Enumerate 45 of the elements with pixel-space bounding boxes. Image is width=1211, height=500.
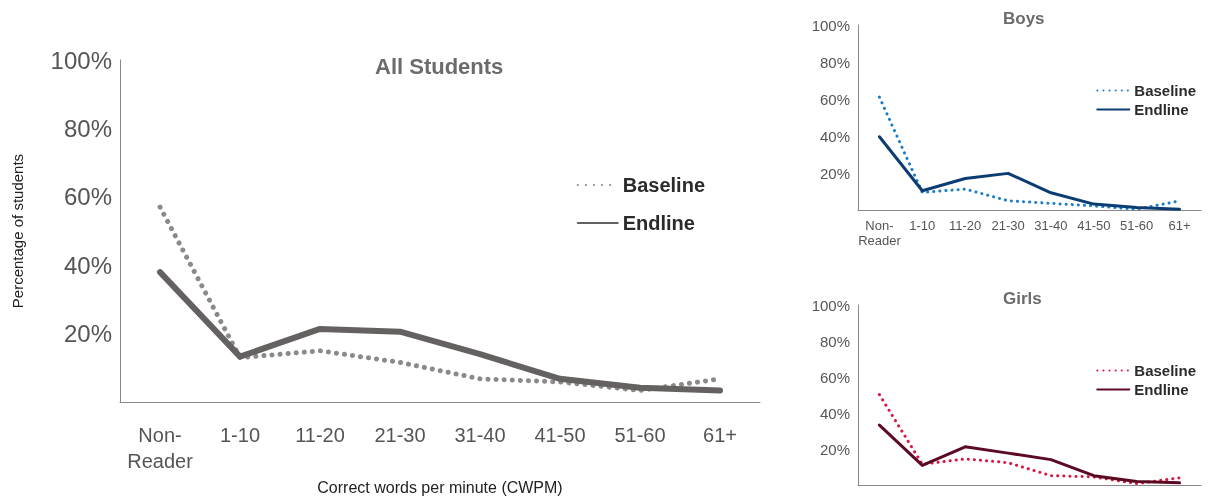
x-tick-label: 1-10 — [219, 424, 261, 447]
y-tick-label: 60% — [819, 90, 850, 108]
x-tick-label: 31-40 — [1034, 218, 1068, 233]
x-tick-label: 21-30 — [991, 218, 1025, 233]
y-tick-label: 60% — [63, 183, 112, 211]
y-tick-label: 100% — [50, 46, 112, 74]
x-tick-label: Non- Reader — [858, 218, 902, 248]
x-tick-label: 51-60 — [1120, 218, 1154, 233]
legend-label: Endline — [1134, 381, 1189, 398]
y-tick-label: 100% — [811, 16, 850, 34]
chart-title: Girls — [1003, 289, 1042, 308]
x-tick-label: 11-20 — [295, 424, 345, 447]
y-tick-label: 40% — [819, 404, 850, 422]
y-tick-label: 20% — [63, 320, 112, 348]
chart-title: All Students — [375, 53, 504, 79]
y-tick-label: 60% — [819, 368, 850, 386]
legend-label: Baseline — [1134, 362, 1196, 379]
x-tick-label: 61+ — [703, 424, 737, 447]
legend-label: Baseline — [1134, 82, 1196, 99]
x-tick-label: 41-50 — [1077, 218, 1111, 233]
line-series — [877, 393, 1182, 486]
y-tick-label: 20% — [819, 440, 850, 458]
chart-title: Boys — [1003, 9, 1045, 28]
x-tick-label: 21-30 — [374, 424, 426, 447]
x-tick-label: 11-20 — [949, 218, 982, 233]
y-tick-label: 80% — [819, 332, 850, 350]
legend-label: Endline — [622, 212, 695, 234]
x-tick-label: 61+ — [1168, 218, 1191, 233]
y-tick-label: 100% — [811, 296, 850, 314]
line-series — [877, 423, 1182, 485]
y-tick-label: 20% — [819, 164, 850, 182]
x-tick-label: 41-50 — [534, 424, 586, 447]
y-tick-label: 40% — [819, 127, 850, 145]
y-tick-label: 40% — [63, 251, 112, 279]
x-tick-label: 31-40 — [454, 424, 506, 447]
line-series — [877, 135, 1182, 211]
x-axis-title: Correct words per minute (CWPM) — [317, 478, 563, 496]
y-tick-label: 80% — [819, 53, 850, 71]
y-tick-label: 80% — [63, 114, 112, 142]
legend-label: Baseline — [622, 174, 705, 196]
legend-label: Endline — [1134, 101, 1189, 118]
x-tick-label: 1-10 — [909, 218, 936, 233]
y-axis-title: Percentage of students — [9, 153, 26, 309]
x-tick-label: Non- Reader — [127, 424, 194, 473]
x-tick-label: 51-60 — [614, 424, 666, 447]
